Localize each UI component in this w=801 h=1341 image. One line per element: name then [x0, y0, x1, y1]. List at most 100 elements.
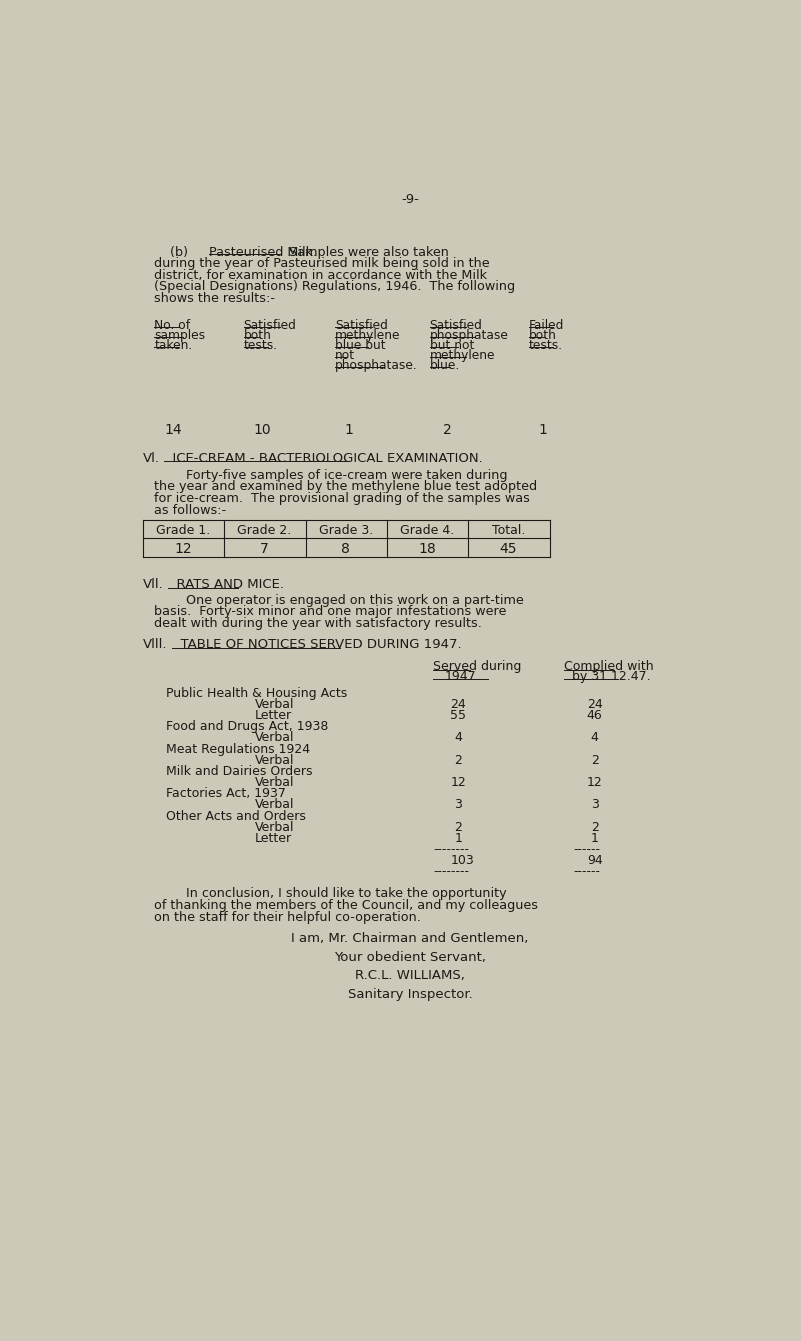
Text: No. of: No. of	[155, 319, 191, 331]
Text: 1: 1	[538, 422, 547, 437]
Text: Failed: Failed	[529, 319, 564, 331]
Text: --------: --------	[433, 843, 469, 856]
Text: I am, Mr. Chairman and Gentlemen,: I am, Mr. Chairman and Gentlemen,	[292, 932, 529, 945]
Text: basis.  Forty-six minor and one major infestations were: basis. Forty-six minor and one major inf…	[155, 605, 507, 618]
Text: 24: 24	[586, 699, 602, 711]
Text: 103: 103	[450, 854, 474, 868]
Text: Other Acts and Orders: Other Acts and Orders	[166, 810, 306, 822]
Text: (Special Designations) Regulations, 1946.  The following: (Special Designations) Regulations, 1946…	[155, 280, 516, 294]
Text: phosphatase: phosphatase	[429, 329, 509, 342]
Text: dealt with during the year with satisfactory results.: dealt with during the year with satisfac…	[155, 617, 482, 630]
Text: RATS AND MICE.: RATS AND MICE.	[167, 578, 284, 591]
Text: methylene: methylene	[429, 349, 495, 362]
Text: TABLE OF NOTICES SERVED DURING 1947.: TABLE OF NOTICES SERVED DURING 1947.	[172, 638, 462, 652]
Text: Served during: Served during	[433, 660, 521, 673]
Text: shows the results:-: shows the results:-	[155, 292, 276, 304]
Text: 46: 46	[586, 709, 602, 723]
Text: ------: ------	[573, 865, 600, 878]
Text: blue but: blue but	[335, 339, 385, 351]
Text: -9-: -9-	[401, 193, 419, 207]
Text: 1: 1	[590, 831, 598, 845]
Text: Factories Act, 1937: Factories Act, 1937	[166, 787, 286, 801]
Text: 1947.: 1947.	[445, 670, 481, 683]
Text: Letter: Letter	[256, 831, 292, 845]
Text: as follows:-: as follows:-	[155, 504, 227, 516]
Text: (b): (b)	[155, 245, 196, 259]
Text: Verbal: Verbal	[256, 699, 295, 711]
Text: not: not	[335, 349, 355, 362]
Text: Letter: Letter	[256, 709, 292, 723]
Text: Verbal: Verbal	[256, 798, 295, 811]
Text: 2: 2	[590, 754, 598, 767]
Text: Total.: Total.	[492, 523, 525, 536]
Text: ------: ------	[573, 843, 600, 856]
Text: during the year of Pasteurised milk being sold in the: during the year of Pasteurised milk bein…	[155, 257, 490, 270]
Text: One operator is engaged on this work on a part-time: One operator is engaged on this work on …	[155, 594, 524, 606]
Text: samples: samples	[155, 329, 206, 342]
Text: Satisfied: Satisfied	[335, 319, 388, 331]
Text: Your obedient Servant,: Your obedient Servant,	[334, 951, 486, 964]
Text: 2: 2	[590, 821, 598, 834]
Text: by 31.12.47.: by 31.12.47.	[572, 670, 650, 683]
Text: 4: 4	[590, 731, 598, 744]
Text: 2: 2	[454, 754, 462, 767]
Text: Meat Regulations 1924: Meat Regulations 1924	[166, 743, 310, 756]
Text: 2: 2	[454, 821, 462, 834]
Text: on the staff for their helpful co-operation.: on the staff for their helpful co-operat…	[155, 911, 421, 924]
Text: 2: 2	[443, 422, 452, 437]
Text: Grade 4.: Grade 4.	[400, 523, 454, 536]
Text: phosphatase.: phosphatase.	[335, 359, 417, 371]
Text: 7: 7	[260, 542, 269, 557]
Text: Vlll.: Vlll.	[143, 638, 167, 652]
Text: Verbal: Verbal	[256, 776, 295, 789]
Text: 94: 94	[587, 854, 602, 868]
Text: blue.: blue.	[429, 359, 460, 371]
Text: Satisfied: Satisfied	[429, 319, 482, 331]
Text: 1: 1	[454, 831, 462, 845]
Text: district, for examination in accordance with the Milk: district, for examination in accordance …	[155, 268, 487, 282]
Text: Verbal: Verbal	[256, 821, 295, 834]
Text: R.C.L. WILLIAMS,: R.C.L. WILLIAMS,	[355, 970, 465, 982]
Text: Food and Drugs Act, 1938: Food and Drugs Act, 1938	[166, 720, 328, 734]
Text: Verbal: Verbal	[256, 731, 295, 744]
Text: tests.: tests.	[244, 339, 278, 351]
Text: both: both	[244, 329, 272, 342]
Text: Vll.: Vll.	[143, 578, 163, 591]
Text: ICE-CREAM - BACTERIOLOGICAL EXAMINATION.: ICE-CREAM - BACTERIOLOGICAL EXAMINATION.	[163, 452, 482, 465]
Text: Sanitary Inspector.: Sanitary Inspector.	[348, 987, 473, 1000]
Text: 1: 1	[344, 422, 353, 437]
Text: Pasteurised Milk.: Pasteurised Milk.	[208, 245, 316, 259]
Text: Grade 1.: Grade 1.	[156, 523, 210, 536]
Text: 12: 12	[175, 542, 192, 557]
Text: the year and examined by the methylene blue test adopted: the year and examined by the methylene b…	[155, 480, 537, 493]
Text: 10: 10	[254, 422, 272, 437]
Text: Satisfied: Satisfied	[244, 319, 296, 331]
Text: 18: 18	[418, 542, 436, 557]
Text: 12: 12	[450, 776, 466, 789]
Text: 8: 8	[341, 542, 350, 557]
Text: Grade 2.: Grade 2.	[237, 523, 292, 536]
Text: Complied with: Complied with	[564, 660, 653, 673]
Text: Samples were also taken: Samples were also taken	[281, 245, 449, 259]
Text: Milk and Dairies Orders: Milk and Dairies Orders	[166, 764, 312, 778]
Text: 4: 4	[454, 731, 462, 744]
Text: 12: 12	[586, 776, 602, 789]
Text: 14: 14	[164, 422, 182, 437]
Text: methylene: methylene	[335, 329, 400, 342]
Text: both: both	[529, 329, 557, 342]
Text: for ice-cream.  The provisional grading of the samples was: for ice-cream. The provisional grading o…	[155, 492, 530, 506]
Text: 55: 55	[450, 709, 466, 723]
Text: 45: 45	[500, 542, 517, 557]
Text: 3: 3	[590, 798, 598, 811]
Text: 3: 3	[454, 798, 462, 811]
Text: --------: --------	[433, 865, 469, 878]
Text: Forty-five samples of ice-cream were taken during: Forty-five samples of ice-cream were tak…	[155, 469, 508, 481]
Text: In conclusion, I should like to take the opportunity: In conclusion, I should like to take the…	[155, 888, 507, 900]
Text: Public Health & Housing Acts: Public Health & Housing Acts	[166, 687, 348, 700]
Text: taken.: taken.	[155, 339, 192, 351]
Text: Vl.: Vl.	[143, 452, 159, 465]
Text: of thanking the members of the Council, and my colleagues: of thanking the members of the Council, …	[155, 898, 538, 912]
Text: Grade 3.: Grade 3.	[319, 523, 373, 536]
Text: Verbal: Verbal	[256, 754, 295, 767]
Text: 24: 24	[450, 699, 466, 711]
